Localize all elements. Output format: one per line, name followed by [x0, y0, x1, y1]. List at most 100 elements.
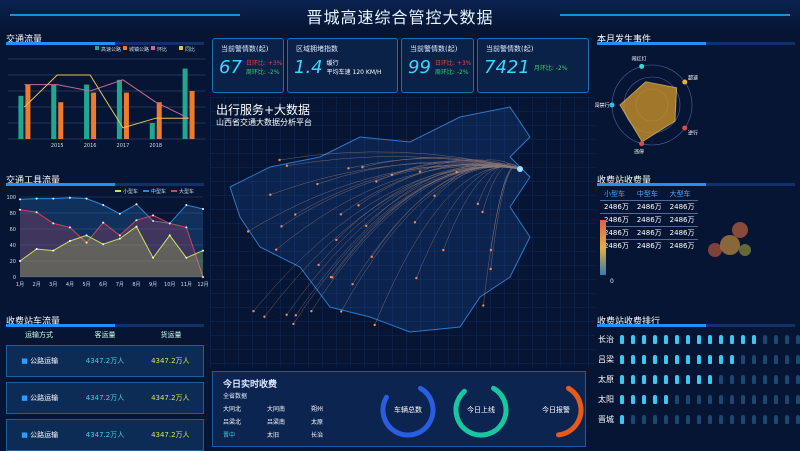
person-icon [664, 355, 668, 364]
kpi-sub1: 缓行 [327, 60, 382, 68]
person-icon [752, 335, 756, 344]
kpi-card: 当前警情数(起) 99 日环比: +3% 周环比: -2% [401, 38, 474, 93]
legend-swatch [151, 46, 155, 50]
person-icon [631, 375, 635, 384]
city-dot [247, 230, 249, 232]
header-line-right [560, 14, 790, 16]
data-point [36, 198, 38, 200]
station-link[interactable]: 大同南 [267, 404, 285, 413]
y-tick: 100 [6, 195, 16, 201]
x-tick: 12月 [197, 282, 208, 288]
person-icon [675, 415, 679, 424]
table-row[interactable]: ■ 公路运输 4347.2万人 4347.2万人 [6, 382, 204, 414]
person-icon [719, 375, 723, 384]
station-link[interactable]: 太旧 [267, 430, 279, 439]
table-row[interactable]: ■ 公路运输 4347.2万人 4347.2万人 [6, 419, 204, 451]
kpi-card: 区域拥堵指数 1.4 缓行 平均车速 120 KM/H [287, 38, 398, 93]
station-link[interactable]: 晋中 [223, 430, 235, 439]
person-icon [763, 355, 767, 364]
x-tick: 3月 [49, 282, 57, 288]
x-tick: 2016 [84, 143, 97, 149]
city-dot [340, 213, 342, 215]
x-tick: 1月 [16, 282, 24, 288]
y-tick: 60 [10, 227, 16, 233]
series-line [24, 80, 188, 118]
station-link[interactable]: 吕梁南 [267, 417, 285, 426]
person-icon [697, 335, 701, 344]
rank-name: 太阳 [598, 394, 620, 405]
data-point [19, 198, 21, 200]
events-radar-chart: 闯红灯超速逆行违停闯禁行 [595, 45, 705, 165]
table-row[interactable]: ■ 公路运输 4347.2万人 4347.2万人 [6, 345, 204, 377]
legend-label: 小型车 [123, 188, 138, 195]
city-dot [269, 194, 271, 196]
realtime-panel: 今日实时收费 全省数据 大同北 大同南 朔州 吕梁北 吕梁南 太原 晋中 太旧 长治 车辆总数 今… [212, 371, 586, 447]
radar-marker [682, 80, 687, 85]
x-tick: 11月 [181, 282, 192, 288]
person-icon [730, 415, 734, 424]
person-icon [796, 395, 800, 404]
title-bar [597, 324, 795, 327]
mode: 公路运输 [30, 394, 58, 402]
station-link[interactable]: 大同北 [223, 404, 241, 413]
header: 晋城高速综合管控大数据 [0, 0, 800, 30]
data-point [52, 250, 54, 252]
data-point [202, 250, 204, 252]
person-icon [796, 355, 800, 364]
y-tick: 40 [10, 243, 16, 249]
station-link[interactable]: 吕梁北 [223, 417, 241, 426]
cell: 2486万 [633, 240, 666, 253]
person-icon [620, 375, 624, 384]
city-dot [391, 174, 393, 176]
x-tick: 6月 [99, 282, 107, 288]
person-icon [686, 415, 690, 424]
person-icon [675, 355, 679, 364]
ring-gauge: 车辆总数 [378, 380, 438, 440]
passenger: 4347.2万人 [72, 430, 137, 440]
traffic-flow-chart: 高速公路 城镇公路 环比 同比2015 2016 2017 2018 [0, 44, 210, 154]
radar-label: 闯红灯 [632, 56, 647, 63]
person-icon [752, 415, 756, 424]
person-icon [796, 415, 800, 424]
person-icon [708, 335, 712, 344]
data-point [69, 226, 71, 228]
person-icon [785, 415, 789, 424]
person-icon [642, 355, 646, 364]
truck-icon: ■ [21, 357, 28, 365]
data-point [102, 243, 104, 245]
cargo: 4347.2万人 [138, 393, 203, 403]
city-dot [340, 310, 342, 312]
person-icon [741, 335, 745, 344]
city-dot [374, 324, 376, 326]
person-icon [730, 395, 734, 404]
kpi-sub1: 日环比: +3% [435, 60, 471, 68]
station-link[interactable]: 朔州 [311, 404, 323, 413]
col-header: 中型车 [633, 188, 666, 201]
x-tick: 2018 [149, 143, 162, 149]
data-point [36, 211, 38, 213]
scale-min: 0 [610, 278, 614, 285]
city-dot [482, 304, 484, 306]
station-link[interactable]: 太原 [311, 417, 323, 426]
city-dot [351, 283, 353, 285]
table-row: 2486万 2486万 2486万 [600, 214, 698, 227]
city-dot [489, 268, 491, 270]
rank-row: 吕梁 [598, 354, 800, 365]
city-dot [275, 248, 277, 250]
kpi-value: 7421 [484, 57, 530, 79]
rank-name: 太原 [598, 374, 620, 385]
table-row: 2486万 2486万 2486万 [600, 240, 698, 253]
station-link[interactable]: 长治 [311, 430, 323, 439]
person-icon [686, 355, 690, 364]
person-icon [741, 395, 745, 404]
kpi-card: 当前警情数(起) 67 日环比: +3% 周环比: -2% [212, 38, 284, 93]
city-dot [286, 165, 288, 167]
person-icon [719, 415, 723, 424]
person-icon [719, 355, 723, 364]
legend-label: 同比 [185, 46, 195, 53]
city-dot [419, 170, 421, 172]
person-icon [653, 395, 657, 404]
person-icon [697, 375, 701, 384]
kpi-label: 当前警情数(起) [410, 44, 457, 54]
cell: 2486万 [633, 214, 666, 227]
